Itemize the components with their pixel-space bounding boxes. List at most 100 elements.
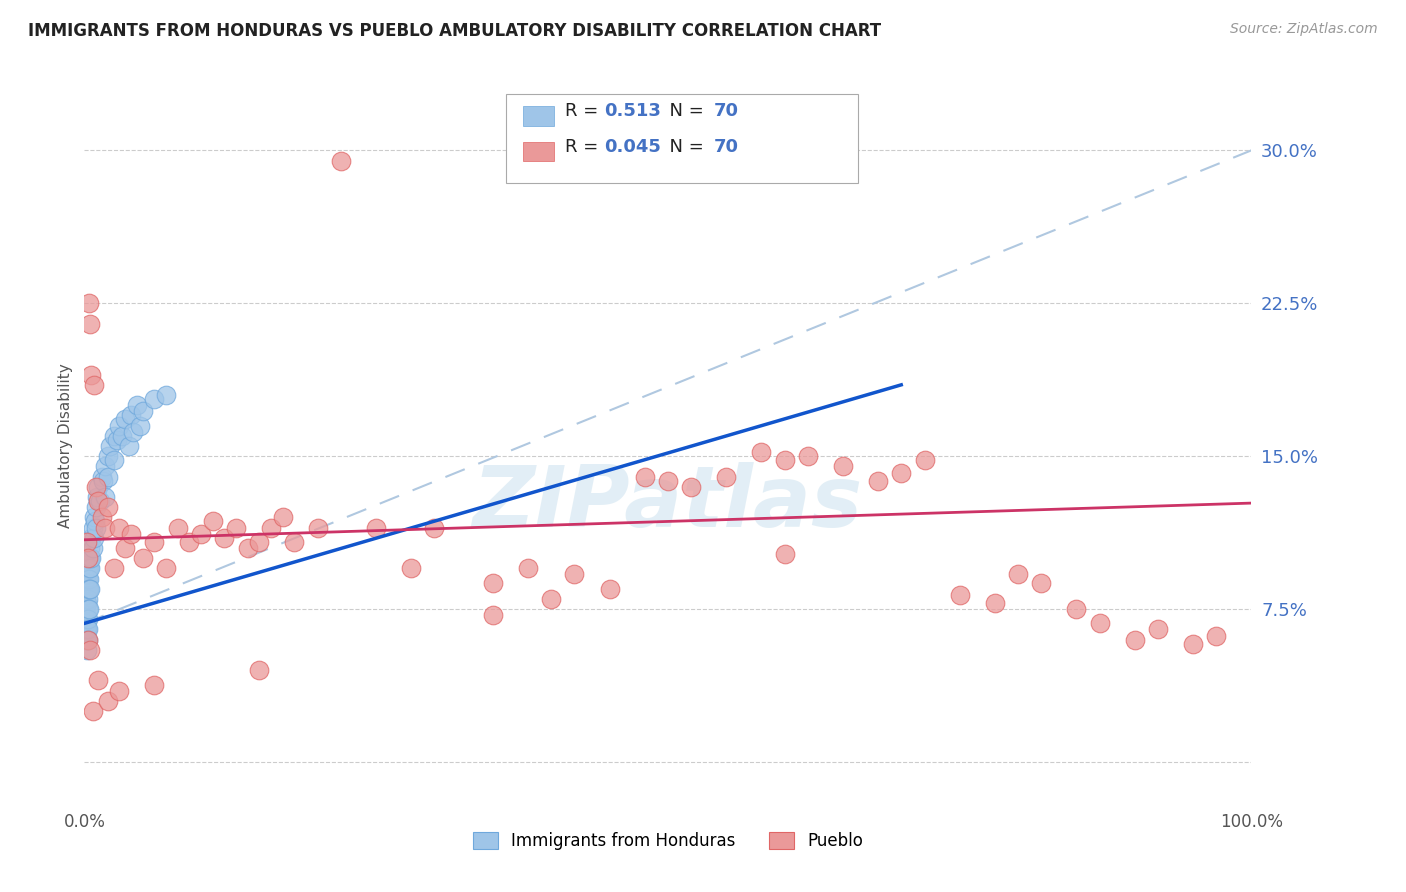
Point — [716, 469, 738, 483]
Point — [366, 520, 388, 534]
Point — [76, 561, 98, 575]
Point — [90, 469, 112, 483]
Point — [75, 582, 97, 596]
Point — [866, 474, 889, 488]
Point — [949, 588, 972, 602]
Point — [84, 500, 107, 515]
Point — [179, 534, 201, 549]
Point — [118, 439, 141, 453]
Point — [1007, 567, 1029, 582]
Point — [76, 632, 98, 647]
Text: R =: R = — [565, 103, 605, 120]
Point — [76, 567, 98, 582]
Point — [190, 526, 212, 541]
Point — [125, 398, 148, 412]
Text: IMMIGRANTS FROM HONDURAS VS PUEBLO AMBULATORY DISABILITY CORRELATION CHART: IMMIGRANTS FROM HONDURAS VS PUEBLO AMBUL… — [28, 22, 882, 40]
Point — [773, 453, 796, 467]
Text: R =: R = — [565, 138, 605, 156]
Point — [83, 377, 105, 392]
Point — [75, 591, 97, 606]
Point — [86, 490, 108, 504]
Legend: Immigrants from Honduras, Pueblo: Immigrants from Honduras, Pueblo — [464, 824, 872, 859]
Text: N =: N = — [658, 138, 710, 156]
Point — [75, 632, 97, 647]
Point — [103, 453, 125, 467]
Point — [76, 612, 98, 626]
Point — [983, 596, 1005, 610]
Point — [76, 591, 98, 606]
Point — [1031, 575, 1053, 590]
Point — [97, 449, 120, 463]
Point — [114, 541, 136, 555]
Point — [201, 515, 224, 529]
Point — [214, 531, 236, 545]
Point — [83, 515, 105, 529]
Point — [76, 551, 98, 566]
Point — [76, 572, 98, 586]
Point — [80, 531, 103, 545]
Point — [1181, 637, 1204, 651]
Point — [481, 575, 505, 590]
Point — [143, 392, 166, 406]
Point — [82, 704, 104, 718]
Point — [225, 520, 247, 534]
Y-axis label: Ambulatory Disability: Ambulatory Disability — [58, 364, 73, 528]
Point — [481, 608, 505, 623]
Point — [76, 623, 98, 637]
Point — [75, 616, 97, 631]
Point — [564, 567, 586, 582]
Point — [84, 480, 107, 494]
Point — [79, 643, 101, 657]
Point — [90, 510, 112, 524]
Point — [681, 480, 703, 494]
Point — [79, 561, 101, 575]
Point — [75, 602, 97, 616]
Point — [79, 317, 101, 331]
Point — [75, 588, 97, 602]
Point — [108, 683, 131, 698]
Text: Source: ZipAtlas.com: Source: ZipAtlas.com — [1230, 22, 1378, 37]
Point — [890, 466, 912, 480]
Point — [129, 418, 152, 433]
Point — [76, 612, 98, 626]
Point — [77, 572, 100, 586]
Point — [94, 520, 117, 534]
Point — [82, 520, 104, 534]
Point — [249, 663, 271, 677]
Point — [132, 551, 155, 566]
Point — [76, 551, 98, 566]
Point — [260, 520, 283, 534]
Point — [122, 425, 145, 439]
Point — [76, 582, 98, 596]
Point — [87, 480, 110, 494]
Point — [832, 459, 855, 474]
Point — [76, 534, 98, 549]
Point — [749, 445, 772, 459]
Point — [79, 551, 101, 566]
Point — [84, 520, 107, 534]
Point — [540, 591, 562, 606]
Point — [143, 677, 166, 691]
Point — [77, 296, 100, 310]
Point — [87, 494, 110, 508]
Point — [79, 541, 101, 555]
Point — [132, 404, 155, 418]
Point — [77, 602, 100, 616]
Point — [94, 459, 117, 474]
Point — [94, 490, 117, 504]
Point — [98, 439, 121, 453]
Point — [108, 520, 131, 534]
Point — [83, 510, 105, 524]
Point — [80, 368, 103, 382]
Point — [89, 494, 111, 508]
Text: 0.045: 0.045 — [605, 138, 661, 156]
Point — [423, 520, 446, 534]
Point — [120, 409, 142, 423]
Point — [75, 596, 97, 610]
Point — [114, 412, 136, 426]
Text: 70: 70 — [714, 138, 740, 156]
Point — [79, 582, 101, 596]
Point — [773, 547, 796, 561]
Point — [103, 429, 125, 443]
Point — [103, 561, 125, 575]
